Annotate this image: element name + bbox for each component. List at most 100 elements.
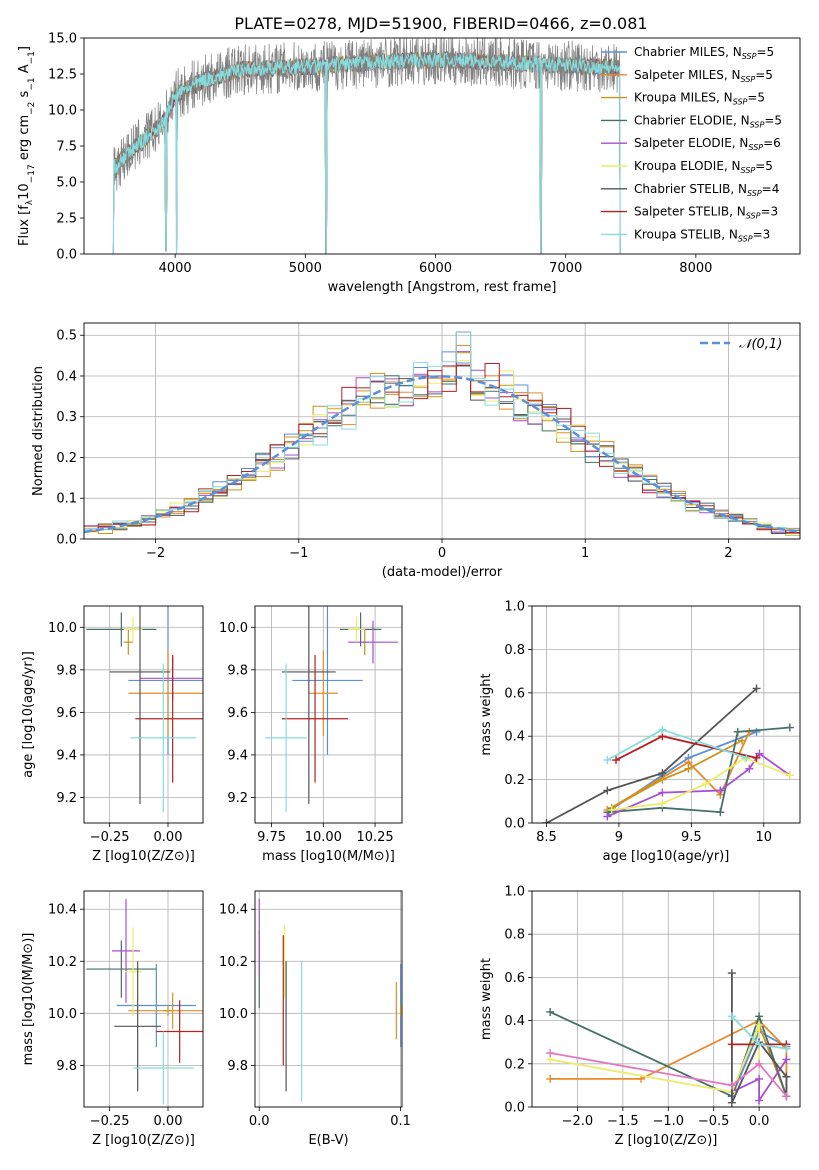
weight-line-kroupa-stelib	[606, 728, 747, 761]
axes-mass_vs_EBV: 0.0 0.1 9.8 10.0 10.2 10.4 E(B-V)	[219, 890, 411, 1148]
y-axis-label: age [log10(age/yr)]	[21, 651, 36, 778]
weight-marker	[755, 1059, 764, 1068]
axes-age_vs_mass: 9.75 10.00 10.25 9.2 9.4 9.6 9.8 10.0 mass [log1…	[219, 605, 403, 864]
y-tick-label: 0.6	[504, 971, 525, 986]
weight-marker	[755, 1012, 764, 1021]
weight-marker	[542, 819, 551, 823]
y-tick-label: 0.2	[504, 773, 525, 788]
x-axis-label: Z [log10(Z/Z⊙)]	[92, 1133, 195, 1148]
x-tick-label: −1.5	[607, 1114, 639, 1129]
legend-label: Salpeter ELODIE, NSSP=6	[634, 136, 781, 152]
y-tick-label: 9.8	[56, 663, 77, 678]
weight-marker	[738, 736, 747, 745]
y-tick-label: 7.5	[56, 140, 77, 155]
weight-marker	[727, 969, 736, 978]
weight-marker	[546, 1074, 555, 1083]
x-tick-label: 9.75	[257, 830, 286, 845]
weight-marker	[752, 727, 761, 736]
weight-marker	[603, 812, 612, 821]
x-tick-label: 4000	[159, 261, 192, 276]
x-tick-label: 0	[438, 546, 446, 561]
y-tick-label: 1.0	[504, 885, 525, 900]
weight-marker	[727, 1012, 736, 1021]
weight-line-kroupa-miles	[611, 739, 743, 809]
weight-marker	[782, 1044, 791, 1053]
y-axis-label: mass weight	[479, 958, 494, 1040]
y-tick-label: 0.1	[56, 492, 77, 507]
y-tick-label: 10.0	[219, 1007, 248, 1022]
y-tick-label: 1.0	[504, 600, 525, 615]
weight-marker	[755, 1020, 764, 1029]
weight-marker	[755, 1096, 764, 1105]
y-tick-label: 0.8	[504, 643, 525, 658]
x-tick-label: 0.00	[154, 1114, 183, 1129]
x-tick-label: −0.25	[90, 1114, 130, 1129]
y-tick-label: 0.0	[56, 248, 77, 263]
axes-frame	[531, 605, 801, 824]
y-tick-label: 0.4	[56, 369, 77, 384]
axes-residuals: −2 −1 0 1 2 0.0 0.1 0.2 0.3 0.4 0.5 (data-model)/er…	[31, 322, 801, 580]
plot-area-mass_vs_EBV	[258, 898, 402, 1102]
x-tick-label: 6000	[419, 261, 452, 276]
y-tick-label: 0.2	[504, 1057, 525, 1072]
weight-marker	[658, 799, 667, 808]
axes-spectrum: 4000 5000 6000 7000 8000 0.0 2.5 5.0 7.5 10.0 12.5…	[17, 32, 801, 295]
x-tick-label: −1	[289, 546, 308, 561]
weight-line-salpeter-elodie	[606, 752, 791, 818]
legend-label: Chabrier MILES, NSSP=5	[634, 45, 774, 61]
x-tick-label: 8.5	[536, 830, 557, 845]
x-tick-label: −1.0	[652, 1114, 684, 1129]
y-tick-label: 10.2	[219, 955, 248, 970]
y-tick-label: 9.4	[227, 748, 248, 763]
weight-marker	[727, 1098, 736, 1107]
weight-marker	[782, 1072, 791, 1081]
weight-marker	[745, 764, 754, 773]
legend-label: Kroupa STELIB, NSSP=3	[634, 227, 770, 243]
y-tick-label: 0.0	[56, 533, 77, 548]
weight-line-kroupa-elodie-pink	[550, 1052, 788, 1097]
plot-area-spectrum	[112, 38, 621, 254]
plot-area-age_vs_Z	[86, 606, 203, 813]
weight-marker	[755, 1040, 764, 1049]
weight-marker	[716, 786, 725, 795]
weight-marker	[782, 1092, 791, 1101]
x-tick-label: 9	[615, 830, 623, 845]
spectrum-data-line	[112, 38, 621, 254]
legend-label: Salpeter MILES, NSSP=5	[634, 68, 773, 84]
y-tick-label: 10.0	[219, 621, 248, 636]
weight-marker	[546, 1049, 555, 1057]
x-tick-label: −2.0	[562, 1114, 594, 1129]
weight-marker	[684, 764, 693, 773]
weight-marker	[755, 1074, 764, 1083]
axes-weight_vs_age: 8.5 9 9.5 10 0.0 0.2 0.4 0.6 0.8 1.0 age [log10(ag…	[479, 600, 801, 864]
y-tick-label: 10.0	[48, 621, 77, 636]
y-tick-label: 0.4	[504, 730, 525, 745]
y-tick-label: 5.0	[56, 176, 77, 191]
x-tick-label: 2	[724, 546, 732, 561]
plot-area-weight_vs_Z	[546, 969, 791, 1107]
spectrum-legend: Chabrier MILES, NSSP=5 Salpeter MILES, NS…	[601, 45, 782, 243]
weight-marker	[755, 749, 764, 758]
y-tick-label: 9.6	[56, 706, 77, 721]
x-tick-label: 0.0	[749, 1114, 770, 1129]
x-tick-label: −2	[146, 546, 165, 561]
y-axis-label: Normed distribution	[31, 366, 46, 496]
weight-marker	[752, 684, 761, 693]
axes-frame	[83, 322, 801, 540]
weight-marker	[752, 753, 761, 762]
axes-frame	[83, 890, 204, 1108]
weight-line-salpeter-miles	[606, 731, 751, 811]
axes-frame	[254, 605, 403, 824]
weight-marker	[658, 769, 667, 778]
y-tick-label: 9.8	[227, 1059, 248, 1074]
x-tick-label: 9.5	[681, 830, 702, 845]
plot-area-age_vs_mass	[265, 606, 398, 813]
legend-label: Kroupa MILES, NSSP=5	[634, 91, 765, 107]
legend-label: Chabrier ELODIE, NSSP=5	[634, 113, 782, 129]
histogram-kroupa-stelib	[84, 331, 800, 539]
x-tick-label: 5000	[289, 261, 322, 276]
x-tick-label: −0.25	[90, 830, 130, 845]
x-tick-label: 0.00	[154, 830, 183, 845]
x-tick-label: 8000	[679, 261, 712, 276]
x-tick-label: 10.00	[305, 830, 342, 845]
